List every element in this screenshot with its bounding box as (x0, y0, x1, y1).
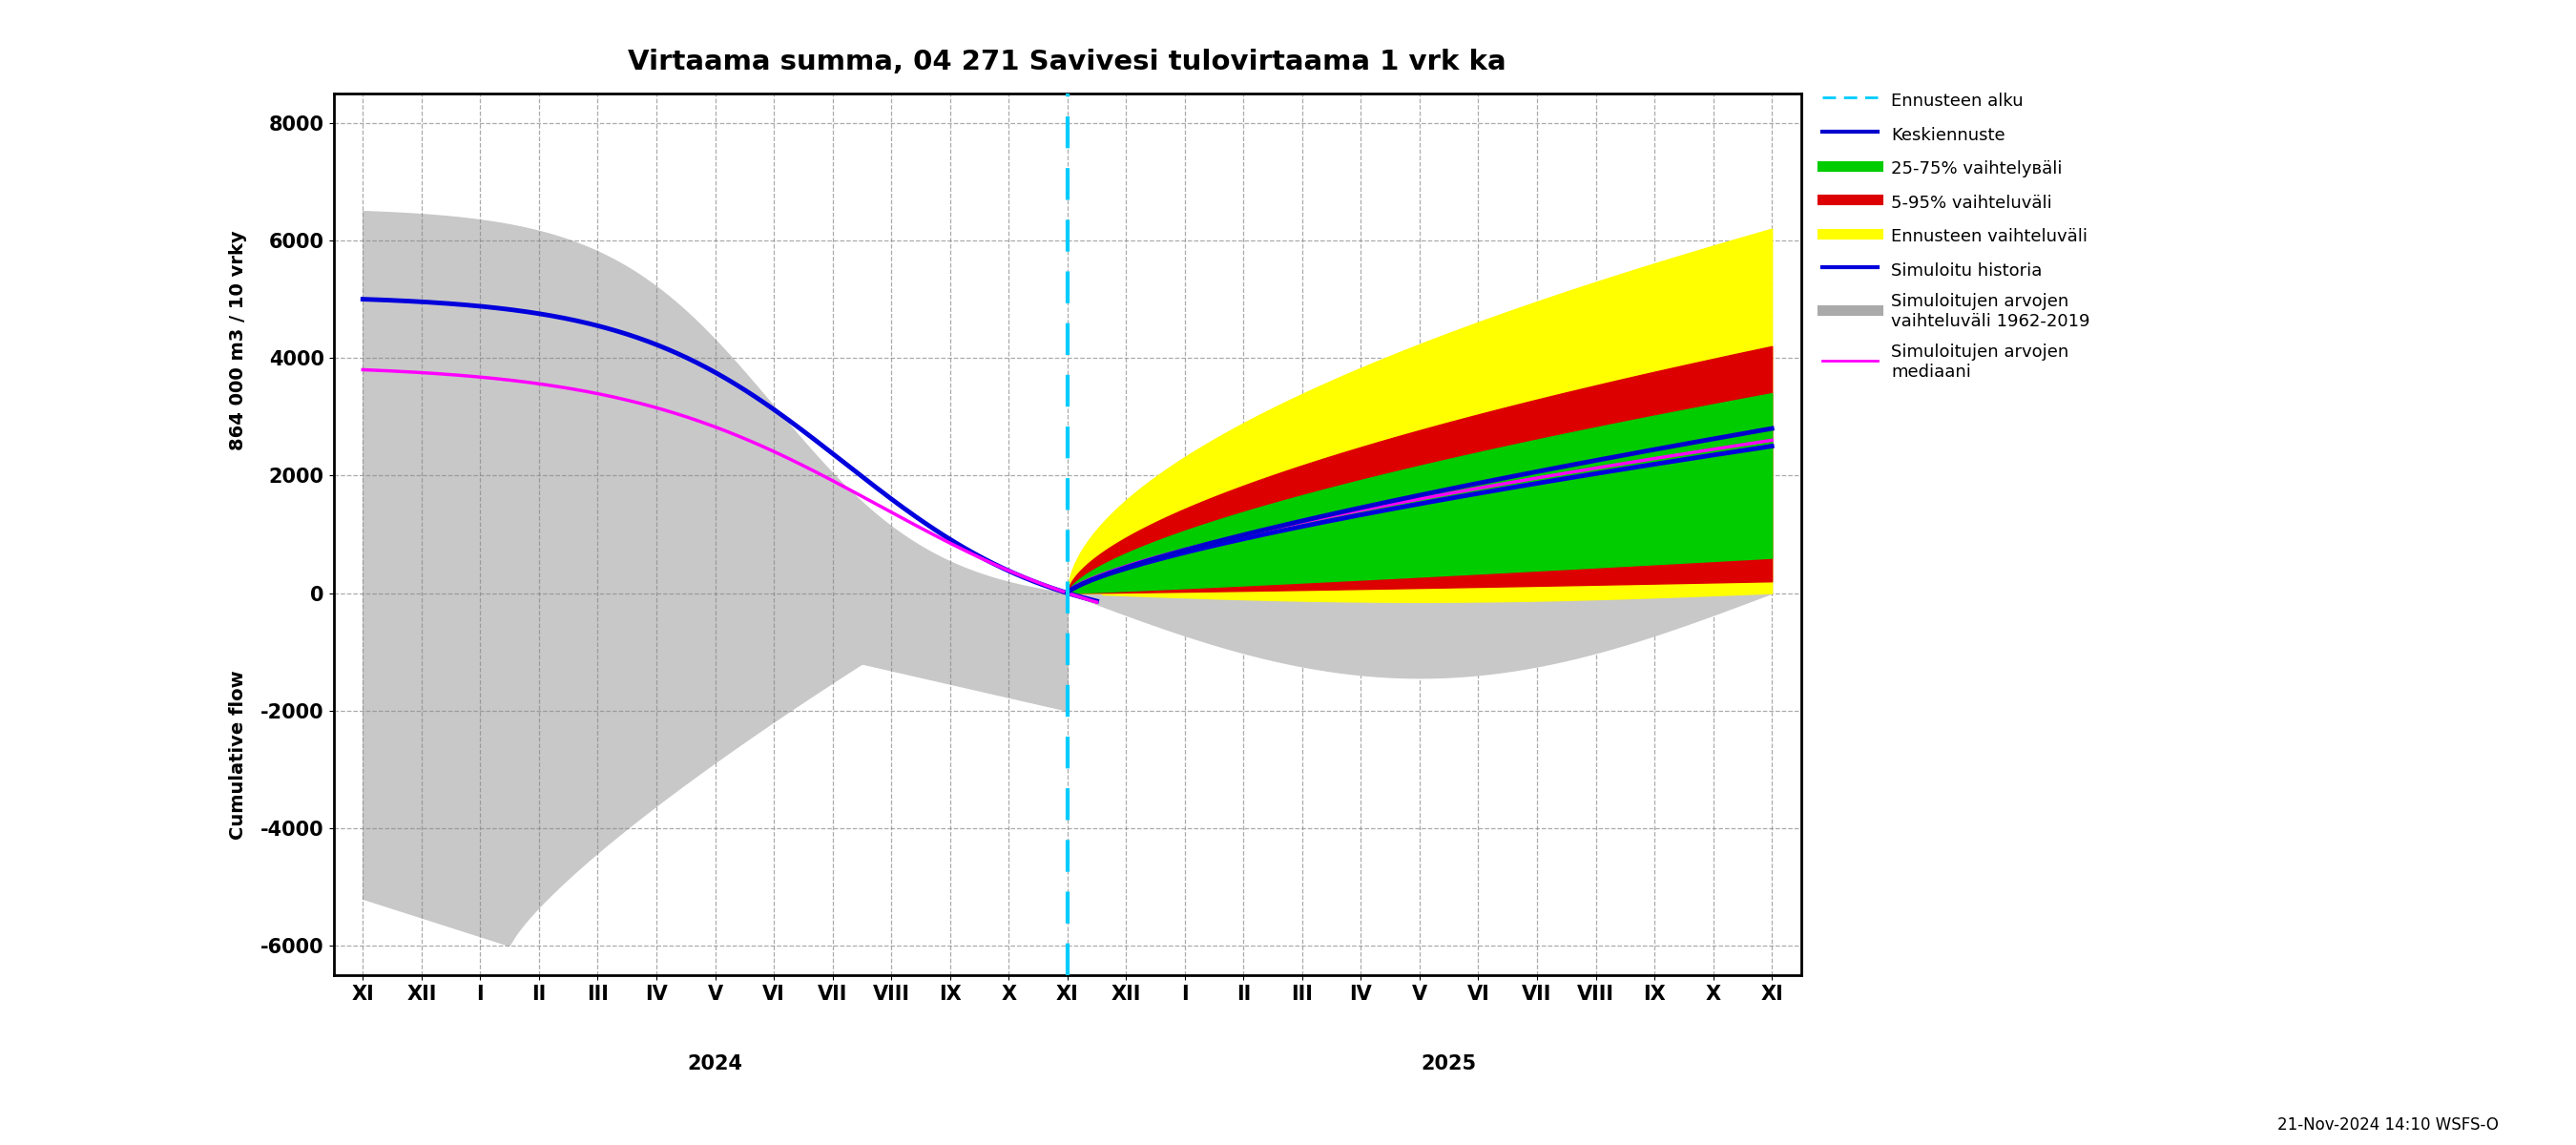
Legend: Ennusteen alku, Keskiennuste, 25-75% vaihtelувäli, 5-95% vaihteluväli, Ennusteen: Ennusteen alku, Keskiennuste, 25-75% vai… (1816, 85, 2094, 386)
Title: Virtaama summa, 04 271 Savivesi tulovirtaama 1 vrk ka: Virtaama summa, 04 271 Savivesi tulovirt… (629, 48, 1507, 76)
Text: 2024: 2024 (688, 1055, 742, 1073)
Text: 2025: 2025 (1422, 1055, 1476, 1073)
Text: 21-Nov-2024 14:10 WSFS-O: 21-Nov-2024 14:10 WSFS-O (2277, 1116, 2499, 1134)
Text: 864 000 m3 / 10 vrky: 864 000 m3 / 10 vrky (229, 230, 247, 450)
Text: Cumulative flow: Cumulative flow (229, 670, 247, 839)
